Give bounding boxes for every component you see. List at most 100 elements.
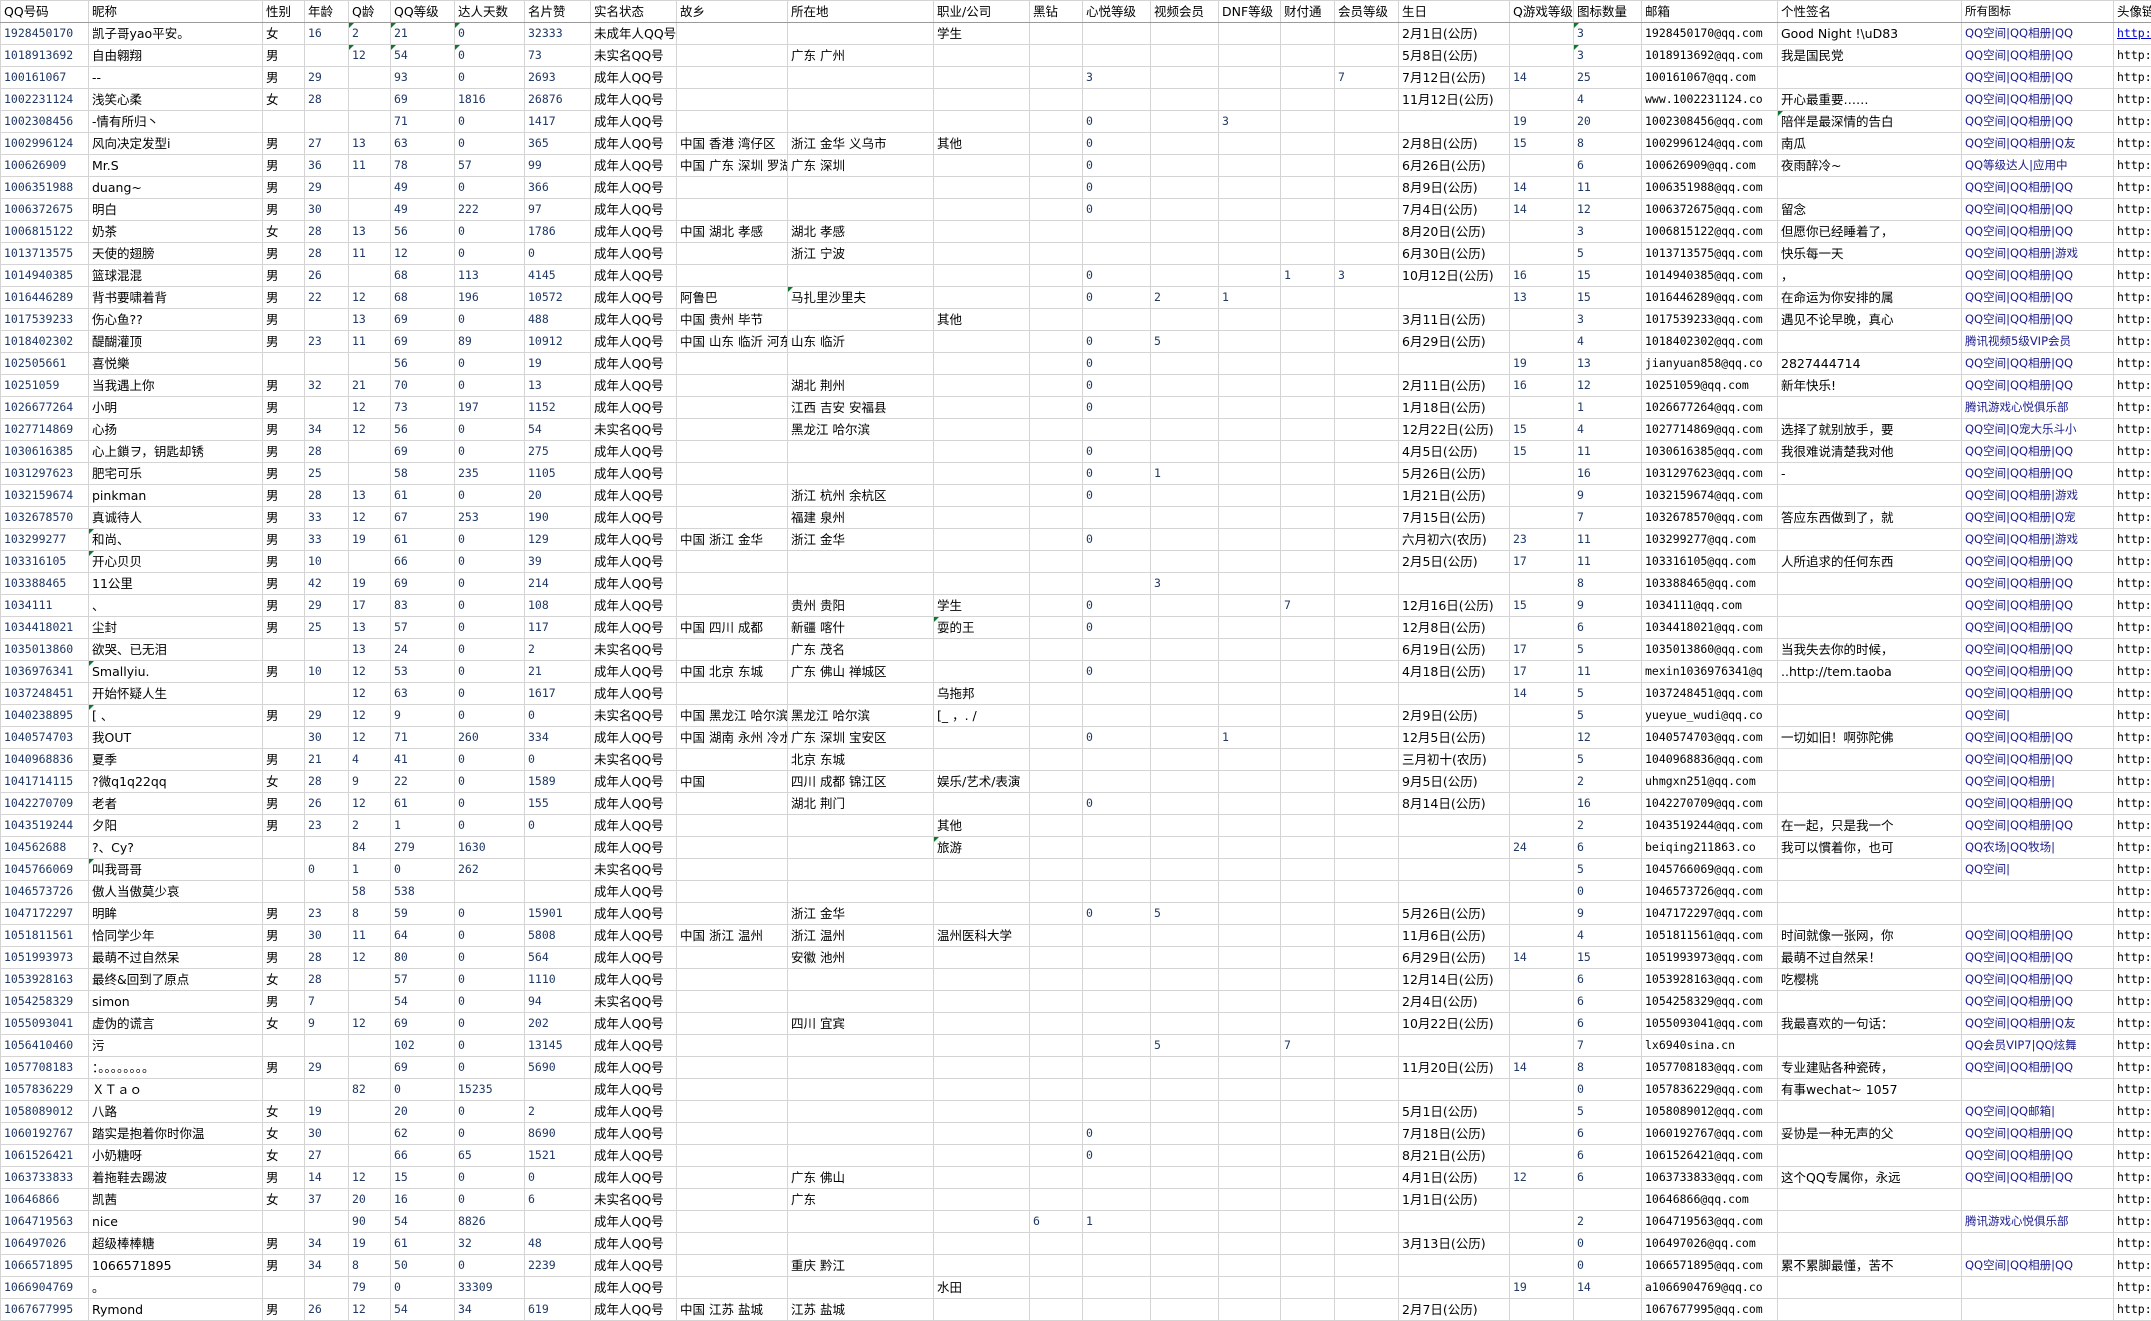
cell-cardlike[interactable]: 48: [525, 1233, 591, 1255]
cell-allicons[interactable]: QQ农场|QQ牧场|: [1962, 837, 2114, 859]
cell-signature[interactable]: 新年快乐!: [1778, 375, 1962, 397]
cell-age[interactable]: 19: [305, 1101, 349, 1123]
cell-avatar[interactable]: http://q.qlogo.cn: [2114, 573, 2151, 595]
cell-signature[interactable]: [1778, 595, 1962, 617]
cell-age[interactable]: 42: [305, 573, 349, 595]
cell-location[interactable]: 广东 深圳 宝安区: [788, 727, 934, 749]
cell-qgame[interactable]: 17: [1510, 661, 1574, 683]
cell-qq[interactable]: 1051993973: [1, 947, 89, 969]
cell-cardlike[interactable]: 39: [525, 551, 591, 573]
cell-qq[interactable]: 1002231124: [1, 89, 89, 111]
cell-birthday[interactable]: 8月20日(公历): [1399, 221, 1510, 243]
cell-avatar[interactable]: http://q.qlogo.cn: [2114, 947, 2151, 969]
cell-dnf[interactable]: [1219, 881, 1281, 903]
cell-location[interactable]: [788, 683, 934, 705]
cell-video[interactable]: [1151, 639, 1219, 661]
cell-job[interactable]: [934, 1167, 1030, 1189]
cell-days[interactable]: 0: [455, 1013, 525, 1035]
cell-days[interactable]: 0: [455, 793, 525, 815]
cell-hometown[interactable]: [677, 45, 788, 67]
cell-cardlike[interactable]: 2: [525, 639, 591, 661]
cell-days[interactable]: 222: [455, 199, 525, 221]
cell-email[interactable]: mexin1036976341@q: [1642, 661, 1778, 683]
cell-location[interactable]: [788, 23, 934, 45]
cell-video[interactable]: [1151, 23, 1219, 45]
cell-signature[interactable]: 南瓜: [1778, 133, 1962, 155]
cell-age[interactable]: [305, 1277, 349, 1299]
cell-avatar[interactable]: http://q.qlogo.cn: [2114, 727, 2151, 749]
cell-allicons[interactable]: QQ空间|: [1962, 859, 2114, 881]
cell-caifutong[interactable]: [1281, 903, 1335, 925]
cell-qage[interactable]: [349, 463, 391, 485]
cell-nick[interactable]: 1066571895: [89, 1255, 263, 1277]
cell-sex[interactable]: 男: [263, 331, 305, 353]
cell-qlevel[interactable]: 41: [391, 749, 455, 771]
cell-iconcount[interactable]: 15: [1574, 265, 1642, 287]
cell-avatar[interactable]: http://q.qlogo.cn: [2114, 155, 2151, 177]
avatar-link[interactable]: http://q.qlogo.cn: [2117, 642, 2151, 656]
cell-qage[interactable]: 12: [349, 1167, 391, 1189]
cell-vip[interactable]: [1335, 133, 1399, 155]
cell-qgame[interactable]: 15: [1510, 133, 1574, 155]
cell-realname[interactable]: 未实名QQ号: [591, 705, 677, 727]
cell-qage[interactable]: 11: [349, 243, 391, 265]
cell-job[interactable]: [934, 639, 1030, 661]
cell-age[interactable]: 28: [305, 969, 349, 991]
cell-caifutong[interactable]: [1281, 881, 1335, 903]
cell-realname[interactable]: 成年人QQ号: [591, 199, 677, 221]
cell-dnf[interactable]: [1219, 155, 1281, 177]
cell-birthday[interactable]: 4月18日(公历): [1399, 661, 1510, 683]
cell-nick[interactable]: -情有所归丶: [89, 111, 263, 133]
cell-qlevel[interactable]: 20: [391, 1101, 455, 1123]
cell-video[interactable]: [1151, 309, 1219, 331]
cell-xinyue[interactable]: 0: [1083, 463, 1151, 485]
cell-vip[interactable]: [1335, 881, 1399, 903]
cell-qlevel[interactable]: 49: [391, 177, 455, 199]
cell-avatar[interactable]: http://q.qlogo.cn: [2114, 1255, 2151, 1277]
cell-vip[interactable]: [1335, 45, 1399, 67]
avatar-link[interactable]: http://q.qlogo.cn: [2117, 1236, 2151, 1250]
cell-xinyue[interactable]: [1083, 419, 1151, 441]
cell-video[interactable]: [1151, 1079, 1219, 1101]
cell-allicons[interactable]: QQ空间|QQ相册|Q友: [1962, 1013, 2114, 1035]
cell-nick[interactable]: 踏实是抱着你时你温: [89, 1123, 263, 1145]
cell-avatar[interactable]: http://q.qlogo.cn: [2114, 177, 2151, 199]
cell-heizuan[interactable]: [1030, 353, 1083, 375]
cell-cardlike[interactable]: 6: [525, 1189, 591, 1211]
cell-sex[interactable]: 女: [263, 771, 305, 793]
cell-hometown[interactable]: [677, 243, 788, 265]
cell-video[interactable]: [1151, 1189, 1219, 1211]
cell-signature[interactable]: 遇见不论早晚，真心: [1778, 309, 1962, 331]
cell-signature[interactable]: [1778, 1299, 1962, 1321]
cell-hometown[interactable]: [677, 199, 788, 221]
cell-vip[interactable]: [1335, 771, 1399, 793]
cell-qq[interactable]: 1064719563: [1, 1211, 89, 1233]
cell-email[interactable]: 1053928163@qq.com: [1642, 969, 1778, 991]
column-header-iconcount[interactable]: 图标数量: [1574, 1, 1642, 23]
cell-days[interactable]: 0: [455, 1189, 525, 1211]
cell-qq[interactable]: 1006372675: [1, 199, 89, 221]
cell-vip[interactable]: [1335, 463, 1399, 485]
cell-avatar[interactable]: http://q.qlogo.cn: [2114, 397, 2151, 419]
cell-dnf[interactable]: [1219, 441, 1281, 463]
cell-nick[interactable]: 、: [89, 595, 263, 617]
cell-xinyue[interactable]: [1083, 221, 1151, 243]
cell-days[interactable]: 0: [455, 419, 525, 441]
cell-location[interactable]: 广东 茂名: [788, 639, 934, 661]
cell-birthday[interactable]: 5月1日(公历): [1399, 1101, 1510, 1123]
cell-job[interactable]: [934, 1255, 1030, 1277]
cell-qgame[interactable]: [1510, 925, 1574, 947]
cell-xinyue[interactable]: 0: [1083, 331, 1151, 353]
cell-cardlike[interactable]: 2: [525, 1101, 591, 1123]
cell-age[interactable]: [305, 309, 349, 331]
cell-caifutong[interactable]: [1281, 683, 1335, 705]
cell-sex[interactable]: 男: [263, 573, 305, 595]
cell-nick[interactable]: 肥宅可乐: [89, 463, 263, 485]
cell-qq[interactable]: 104562688: [1, 837, 89, 859]
cell-sex[interactable]: [263, 1079, 305, 1101]
avatar-link[interactable]: http://q.qlogo.cn: [2117, 180, 2151, 194]
cell-job[interactable]: [934, 991, 1030, 1013]
